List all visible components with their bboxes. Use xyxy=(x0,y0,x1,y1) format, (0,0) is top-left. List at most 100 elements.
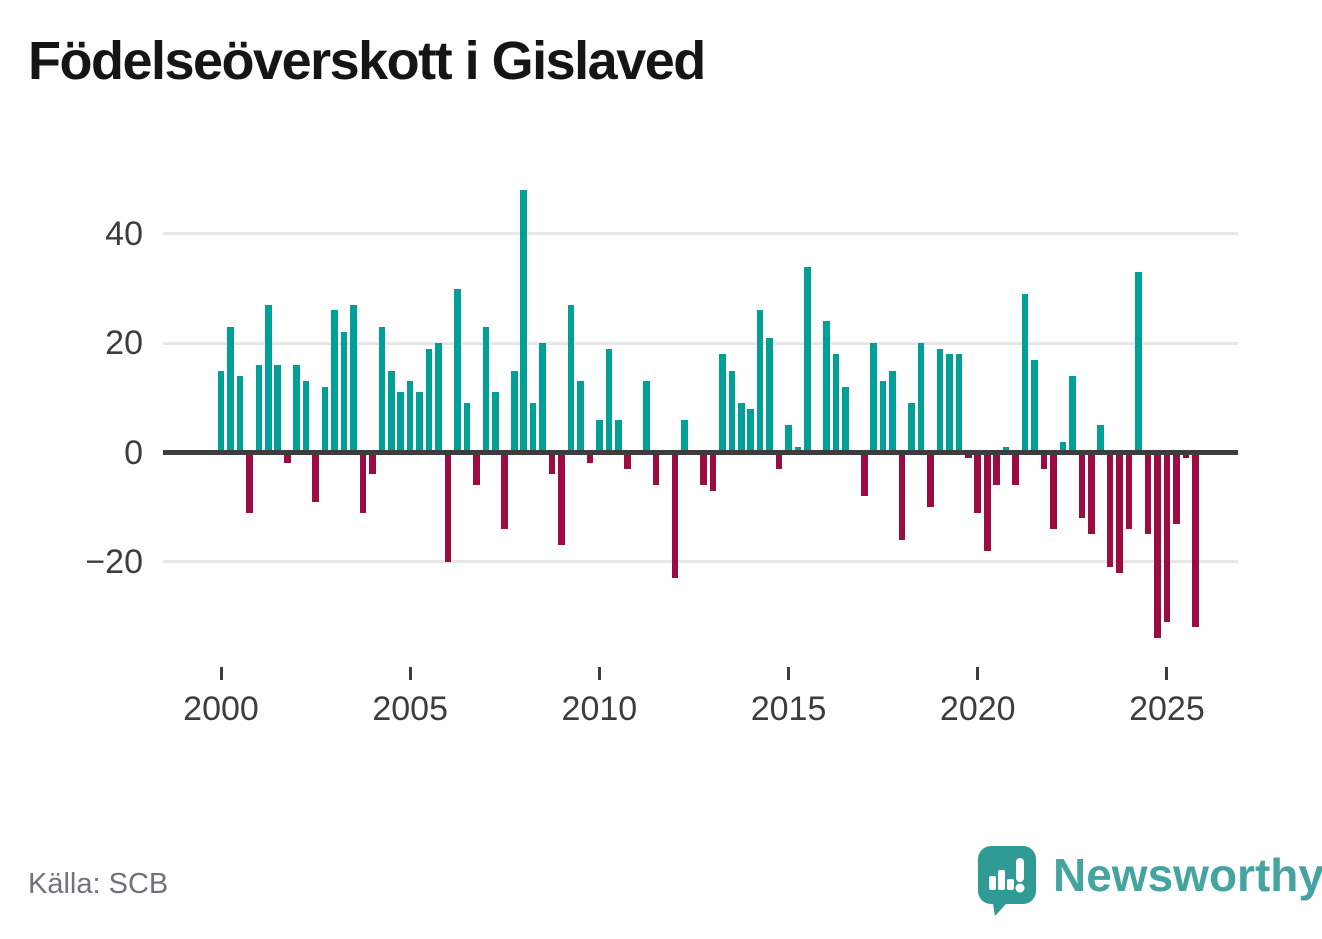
bar xyxy=(823,321,830,453)
bar xyxy=(350,304,357,453)
newsworthy-logo-text: Newsworthy xyxy=(1053,849,1322,901)
bar xyxy=(643,381,650,453)
logo-bar-1 xyxy=(989,876,996,890)
bar xyxy=(766,337,773,453)
bar xyxy=(463,403,471,453)
logo-bar-3 xyxy=(1007,879,1014,890)
bar xyxy=(529,403,537,453)
bar xyxy=(605,348,613,453)
bar xyxy=(416,392,423,453)
bar xyxy=(302,381,310,453)
bar xyxy=(227,326,234,453)
bar xyxy=(1135,272,1142,453)
bar xyxy=(331,310,338,453)
bar xyxy=(359,452,367,513)
bar xyxy=(454,288,461,453)
bar xyxy=(785,425,792,453)
bar xyxy=(974,452,982,513)
bar xyxy=(1031,359,1038,453)
bar xyxy=(567,304,575,453)
bar xyxy=(709,452,717,491)
bar xyxy=(217,370,225,453)
bar xyxy=(700,452,707,486)
bar xyxy=(737,403,745,453)
bar xyxy=(558,452,565,546)
x-axis-label: 2010 xyxy=(561,690,638,728)
x-axis-zero-line xyxy=(163,450,1238,455)
bar xyxy=(340,332,348,453)
bar xyxy=(681,419,688,453)
bar xyxy=(1012,452,1019,486)
bar xyxy=(1059,441,1067,453)
bar xyxy=(1192,452,1199,628)
bar xyxy=(321,386,329,453)
x-axis-tick xyxy=(408,667,412,680)
bar xyxy=(898,452,906,540)
bar xyxy=(1078,452,1086,519)
gridline xyxy=(163,232,1238,236)
x-axis-tick xyxy=(787,667,791,680)
bar xyxy=(1040,452,1048,469)
bar xyxy=(728,370,736,453)
chart-title: Födelseöverskott i Gislaved xyxy=(28,31,706,91)
bar xyxy=(264,304,272,453)
x-axis-label: 2025 xyxy=(1129,690,1205,728)
bar xyxy=(369,452,376,475)
bar xyxy=(879,381,887,453)
x-axis-label: 2020 xyxy=(939,690,1016,728)
bar xyxy=(1106,452,1114,568)
bar xyxy=(397,392,405,453)
newsworthy-logo-icon xyxy=(978,846,1036,916)
x-axis-label: 2015 xyxy=(750,690,827,728)
bar xyxy=(293,365,300,453)
bar xyxy=(312,452,319,502)
bar xyxy=(501,452,509,529)
bar xyxy=(236,375,244,453)
bar xyxy=(842,386,849,453)
newsworthy-logo: Newsworthy xyxy=(978,846,1322,916)
y-axis-label: −20 xyxy=(85,542,143,581)
bar xyxy=(719,354,726,453)
bar xyxy=(520,190,527,453)
bar xyxy=(1125,452,1133,529)
bar xyxy=(964,452,972,458)
bar xyxy=(775,452,783,469)
bar xyxy=(548,452,556,475)
x-axis-tick xyxy=(1165,667,1169,680)
bar xyxy=(1144,452,1152,535)
bar xyxy=(832,354,840,453)
bar xyxy=(1163,452,1171,622)
bar xyxy=(860,452,868,497)
y-axis-label: 20 xyxy=(105,324,143,363)
bar xyxy=(908,403,915,453)
bar xyxy=(283,452,291,464)
bar xyxy=(756,310,764,453)
bar xyxy=(927,452,934,508)
bar xyxy=(246,452,253,513)
bar xyxy=(1069,375,1076,453)
y-axis-label: 40 xyxy=(105,214,143,253)
bar xyxy=(671,452,679,579)
bar xyxy=(1182,452,1190,458)
bar xyxy=(1021,294,1029,453)
bar xyxy=(614,419,622,453)
bar xyxy=(482,326,490,453)
x-axis-tick xyxy=(976,667,980,680)
bar xyxy=(936,348,944,453)
bar xyxy=(794,447,802,453)
bar xyxy=(946,354,953,453)
bar xyxy=(1154,452,1161,639)
bar xyxy=(274,365,282,453)
bar xyxy=(1097,425,1105,453)
bar xyxy=(510,370,518,453)
bar xyxy=(492,392,499,453)
bar xyxy=(378,326,386,453)
bar xyxy=(539,343,546,453)
bar xyxy=(473,452,480,486)
bar xyxy=(804,266,811,453)
bar xyxy=(993,452,1000,486)
bar xyxy=(435,343,442,453)
logo-exclamation-icon xyxy=(1016,858,1024,882)
bar xyxy=(444,452,452,562)
